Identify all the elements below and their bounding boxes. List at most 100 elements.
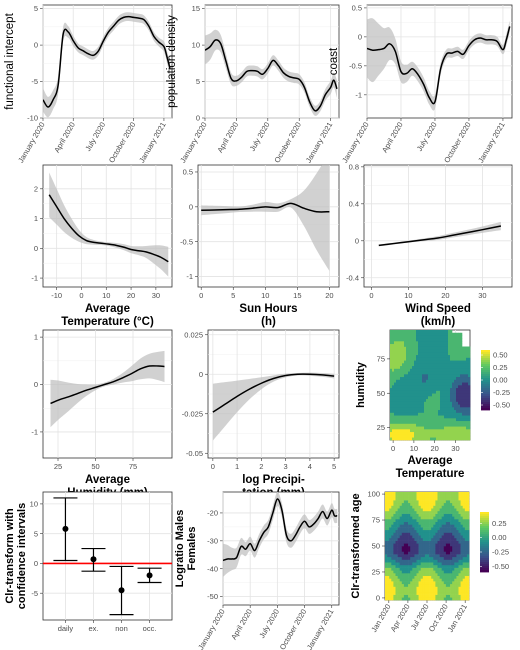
heat-cell <box>450 363 453 367</box>
heat-cell <box>416 521 419 525</box>
heat-cell <box>460 390 463 394</box>
heat-cell <box>401 510 405 514</box>
heat-cell <box>393 502 396 506</box>
heat-cell <box>431 583 434 587</box>
heat-cell <box>403 500 407 504</box>
heat-cell <box>428 363 431 367</box>
heat-cell <box>458 540 461 544</box>
heat-cell <box>397 562 400 566</box>
heat-cell <box>414 335 417 339</box>
heat-cell <box>418 429 421 433</box>
heat-cell <box>433 532 436 536</box>
heat-cell <box>389 554 392 558</box>
heat-cell <box>429 508 432 512</box>
heat-cell <box>466 390 469 394</box>
heat-cell <box>398 376 401 380</box>
heat-cell <box>401 521 405 525</box>
heat-cell <box>443 583 447 587</box>
heat-cell <box>436 418 439 422</box>
heat-cell <box>440 382 443 386</box>
x-tick-label: July 2020 <box>257 608 281 640</box>
heat-cell <box>412 382 415 386</box>
heat-cell <box>450 543 453 547</box>
heat-cell <box>420 398 423 402</box>
heat-cell <box>416 591 419 595</box>
heat-cell <box>416 420 419 424</box>
heat-cell <box>437 548 440 552</box>
heat-cell <box>464 385 467 389</box>
heat-cell <box>410 431 413 435</box>
heat-cell <box>422 382 425 386</box>
heat-cell <box>410 513 413 517</box>
heat-cell <box>393 494 396 498</box>
heat-cell <box>392 393 395 397</box>
heat-cell <box>400 343 403 347</box>
heat-cell <box>436 401 439 405</box>
heat-cell <box>385 546 388 549</box>
heat-cell <box>402 330 405 334</box>
heat-cell <box>414 437 417 441</box>
heat-cell <box>422 529 426 533</box>
heat-cell <box>435 535 438 539</box>
heat-cell <box>427 570 430 574</box>
heat-cell <box>406 365 409 369</box>
heat-cell <box>458 352 461 356</box>
heat-cell <box>393 573 396 576</box>
heat-cell <box>452 494 455 498</box>
heat-cell <box>452 597 455 601</box>
heat-cell <box>392 431 395 435</box>
heat-cell <box>408 365 411 369</box>
heat-cell <box>395 529 398 533</box>
heat-cell <box>464 562 468 566</box>
heat-cell <box>393 524 396 528</box>
heat-cell <box>448 346 451 350</box>
heat-cell <box>440 365 443 369</box>
heat-cell <box>460 341 463 345</box>
heat-cell <box>458 492 461 495</box>
confidence-band <box>43 12 170 118</box>
heat-cell <box>434 363 437 367</box>
heat-cell <box>402 434 405 438</box>
heat-cell <box>408 332 411 336</box>
heat-cell <box>464 554 468 558</box>
heat-cell <box>435 524 438 528</box>
heat-cell <box>401 505 405 509</box>
heat-cell <box>387 505 390 509</box>
heat-cell <box>438 412 441 416</box>
heat-cell <box>450 376 453 380</box>
heat-cell <box>448 502 451 506</box>
heat-cell <box>444 341 447 345</box>
legend-gradient-step <box>480 562 489 565</box>
heat-cell <box>414 556 417 560</box>
heat-cell <box>389 508 392 512</box>
heat-cell <box>440 426 443 430</box>
heat-cell <box>437 532 440 536</box>
heat-cell <box>424 554 428 558</box>
heat-cell <box>404 393 407 397</box>
heat-cell <box>433 594 436 598</box>
heat-cell <box>420 535 424 539</box>
heat-cell <box>450 418 453 422</box>
heat-cell <box>445 508 449 512</box>
heat-cell <box>456 502 459 506</box>
heat-cell <box>410 537 413 541</box>
heat-cell <box>439 556 442 560</box>
heat-cell <box>420 423 423 427</box>
heat-cell <box>442 393 445 397</box>
heat-cell <box>448 412 451 416</box>
heat-cell <box>422 548 426 552</box>
heat-cell <box>440 371 443 375</box>
heat-cell <box>390 429 393 433</box>
heat-cell <box>438 398 441 402</box>
heat-cell <box>418 500 421 504</box>
heat-cell <box>408 396 411 400</box>
heat-cell <box>458 597 461 601</box>
heat-cell <box>464 589 468 593</box>
heat-cell <box>466 346 469 350</box>
heat-cell <box>426 398 429 402</box>
heat-cell <box>430 341 433 345</box>
heat-cell <box>399 527 403 531</box>
heat-cell <box>412 535 415 539</box>
heat-cell <box>431 532 434 536</box>
